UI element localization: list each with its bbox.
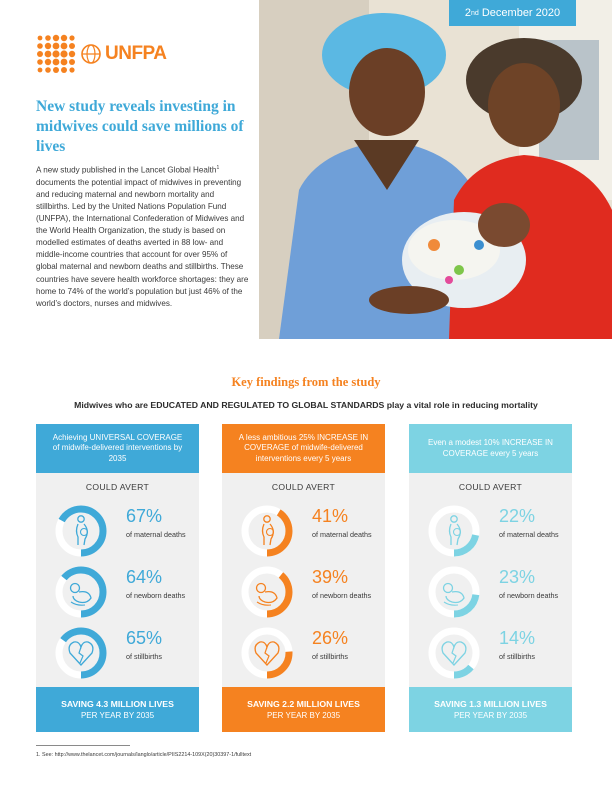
- donut-chart: [55, 505, 107, 557]
- donut-chart: [428, 627, 480, 679]
- intro-paragraph: A new study published in the Lancet Glob…: [36, 162, 250, 310]
- donut-arc: [241, 566, 293, 618]
- stat-value: 67%: [126, 506, 163, 526]
- intro-lead: A new study published in the Lancet Glob…: [36, 165, 217, 175]
- stat-row: 26% of stillbirths: [222, 626, 385, 679]
- donut-arc: [428, 566, 480, 618]
- logo-text: UNFPA: [105, 43, 167, 64]
- donut-chart: [55, 627, 107, 679]
- scenario-heading: Achieving UNIVERSAL COVERAGE of midwife-…: [36, 424, 199, 473]
- stat-value: 14%: [499, 628, 536, 648]
- saving-period: PER YEAR BY 2035: [453, 711, 528, 720]
- stat-value: 23%: [499, 567, 536, 587]
- saving-period: PER YEAR BY 2035: [266, 711, 341, 720]
- donut-arc: [428, 505, 480, 557]
- intro-body: documents the potential impact of midwiv…: [36, 177, 249, 308]
- pregnant-woman-icon: [261, 515, 275, 546]
- stat-row: 67% of maternal deaths: [36, 504, 199, 557]
- scenario-heading: A less ambitious 25% INCREASE IN COVERAG…: [222, 424, 385, 473]
- stat-row: 41% of maternal deaths: [222, 504, 385, 557]
- saving-banner: SAVING 4.3 MILLION LIVES PER YEAR BY 2035: [36, 687, 199, 732]
- date-suffix: nd: [471, 9, 479, 17]
- headline: New study reveals investing in midwives …: [36, 98, 244, 155]
- donut-chart: [428, 566, 480, 618]
- stat-value: 22%: [499, 506, 536, 526]
- stat-row: 14% of stillbirths: [409, 626, 572, 679]
- stat-label: of stillbirths: [312, 652, 348, 661]
- hero-photo: [259, 0, 612, 339]
- stat-label: of maternal deaths: [126, 530, 186, 539]
- midwife-mother-newborn-photo: [259, 0, 612, 339]
- could-avert-label: COULD AVERT: [271, 482, 336, 492]
- pregnant-woman-icon: [75, 515, 89, 546]
- scenario-column-10-percent: Even a modest 10% INCREASE IN COVERAGE e…: [409, 424, 572, 732]
- saving-lives: SAVING 2.2 MILLION LIVES: [247, 699, 360, 709]
- un-emblem-icon: [81, 44, 101, 64]
- broken-heart-icon: [254, 641, 280, 666]
- key-findings-title: Key findings from the study: [231, 375, 381, 389]
- footnote-divider: [36, 745, 130, 746]
- donut-arc: [241, 505, 293, 557]
- could-avert-label: COULD AVERT: [458, 482, 523, 492]
- saving-banner: SAVING 2.2 MILLION LIVES PER YEAR BY 2035: [222, 687, 385, 732]
- donut-chart: [241, 627, 293, 679]
- saving-period: PER YEAR BY 2035: [80, 711, 155, 720]
- stat-row: 39% of newborn deaths: [222, 565, 385, 618]
- saving-lives: SAVING 4.3 MILLION LIVES: [61, 699, 174, 709]
- newborn-icon: [442, 582, 465, 606]
- donut-chart: [241, 505, 293, 557]
- unfpa-logo: UNFPA: [36, 34, 167, 74]
- could-avert-label: COULD AVERT: [85, 482, 150, 492]
- date-day: 2: [464, 7, 471, 19]
- donut-arc: [55, 627, 107, 679]
- stat-label: of newborn deaths: [312, 591, 372, 600]
- footnote-ref: 1: [216, 165, 220, 171]
- newborn-icon: [255, 582, 278, 606]
- pregnant-woman-icon: [448, 515, 462, 546]
- scenario-column-25-percent: A less ambitious 25% INCREASE IN COVERAG…: [222, 424, 385, 732]
- stat-value: 41%: [312, 506, 349, 526]
- dot-grid-logo-icon: [37, 34, 76, 73]
- scenario-column-universal: Achieving UNIVERSAL COVERAGE of midwife-…: [36, 424, 199, 732]
- donut-arc: [428, 627, 480, 679]
- footnote: 1. See: http://www.thelancet.com/journal…: [36, 752, 252, 758]
- stat-value: 65%: [126, 628, 163, 648]
- stat-value: 26%: [312, 628, 349, 648]
- date-rest: December 2020: [478, 7, 561, 19]
- stat-label: of newborn deaths: [499, 591, 559, 600]
- stat-label: of maternal deaths: [312, 530, 372, 539]
- broken-heart-icon: [68, 641, 94, 666]
- broken-heart-icon: [441, 641, 467, 666]
- stat-label: of newborn deaths: [126, 591, 186, 600]
- donut-chart: [241, 566, 293, 618]
- stat-value: 64%: [126, 567, 163, 587]
- newborn-icon: [69, 582, 92, 606]
- scenario-heading: Even a modest 10% INCREASE IN COVERAGE e…: [409, 424, 572, 473]
- donut-chart: [55, 566, 107, 618]
- stat-row: 65% of stillbirths: [36, 626, 199, 679]
- donut-chart: [428, 505, 480, 557]
- saving-lives: SAVING 1.3 MILLION LIVES: [434, 699, 547, 709]
- key-findings-subtitle: Midwives who are EDUCATED AND REGULATED …: [74, 400, 538, 410]
- stat-row: 22% of maternal deaths: [409, 504, 572, 557]
- stat-label: of stillbirths: [126, 652, 162, 661]
- stat-row: 64% of newborn deaths: [36, 565, 199, 618]
- stat-label: of maternal deaths: [499, 530, 559, 539]
- saving-banner: SAVING 1.3 MILLION LIVES PER YEAR BY 2035: [409, 687, 572, 732]
- stat-row: 23% of newborn deaths: [409, 565, 572, 618]
- donut-arc: [55, 566, 107, 618]
- donut-arc: [241, 627, 293, 679]
- donut-arc: [55, 505, 107, 557]
- stat-value: 39%: [312, 567, 349, 587]
- stat-label: of stillbirths: [499, 652, 535, 661]
